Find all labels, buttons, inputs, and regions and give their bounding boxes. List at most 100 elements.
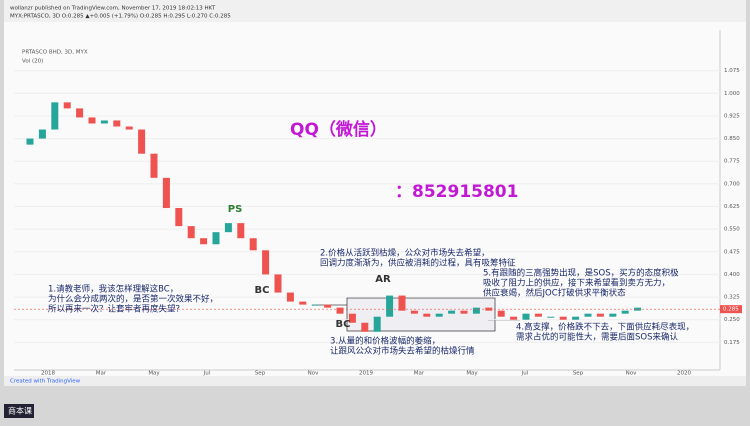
candle-body bbox=[299, 301, 307, 305]
footer-bar bbox=[4, 376, 746, 386]
annotation: 5.有跟随的三高强势出现，是SOS，买方的态度积极 bbox=[483, 268, 679, 279]
candle-body bbox=[448, 310, 456, 314]
candle-body bbox=[125, 126, 133, 130]
candle-body bbox=[38, 129, 46, 139]
x-tick-label: Mar bbox=[96, 371, 107, 377]
candle-body bbox=[113, 120, 121, 127]
candle-body bbox=[162, 177, 170, 209]
candle-body bbox=[311, 304, 319, 306]
x-tick-label: Jul bbox=[521, 371, 529, 377]
y-tick-label: 0.250 bbox=[724, 317, 740, 323]
candle-body bbox=[200, 238, 208, 245]
candle-body bbox=[88, 117, 96, 124]
candle-body bbox=[510, 316, 518, 320]
y-tick-label: 1.000 bbox=[724, 91, 740, 97]
annotation: 吸收了阻力上的供应，接下来希望看到卖方无力， bbox=[483, 278, 670, 289]
x-tick-label: Nov bbox=[626, 371, 637, 377]
corner-text: 商本课 bbox=[8, 406, 32, 416]
wyckoff-label: PS bbox=[228, 204, 243, 215]
author-line: wollanzr published on TradingView.com, N… bbox=[10, 6, 216, 12]
wyckoff-label: AR bbox=[375, 274, 391, 285]
y-tick-label: 0.775 bbox=[724, 159, 740, 165]
candle-body bbox=[63, 102, 71, 109]
x-tick-label: May bbox=[148, 371, 160, 377]
last-price-tag bbox=[720, 305, 742, 314]
candle-body bbox=[224, 223, 232, 233]
x-tick-label: Nov bbox=[308, 371, 319, 377]
x-tick-label: Mar bbox=[414, 371, 425, 377]
candle-body bbox=[76, 108, 84, 118]
y-tick-label: 0.850 bbox=[724, 136, 740, 142]
volume-label: Vol (20) bbox=[22, 59, 43, 65]
candle-body bbox=[559, 316, 567, 320]
candle-body bbox=[423, 313, 431, 317]
y-tick-label: 0.175 bbox=[724, 340, 740, 346]
candle-body bbox=[237, 223, 245, 239]
candle-body bbox=[435, 313, 443, 317]
candle-body bbox=[274, 274, 282, 293]
candle-body bbox=[485, 307, 493, 311]
candle-body bbox=[547, 316, 555, 318]
contact-text: ：852915801 bbox=[395, 182, 518, 202]
y-tick-label: 0.625 bbox=[724, 204, 740, 210]
candle-body bbox=[26, 138, 34, 145]
header-bar bbox=[4, 0, 746, 22]
candle-body bbox=[187, 226, 195, 239]
y-tick-label: 0.550 bbox=[724, 227, 740, 233]
candle-body bbox=[361, 322, 369, 332]
candle-body bbox=[596, 313, 604, 317]
candle-body bbox=[634, 307, 642, 311]
chart-title: PRTASCO BHD, 3D, MYX bbox=[22, 50, 88, 56]
last-price-label: 0.285 bbox=[723, 307, 739, 313]
candle-body bbox=[386, 295, 394, 317]
annotation: 1.请教老师，我该怎样理解这BC， bbox=[48, 284, 178, 295]
candle-body bbox=[262, 250, 270, 275]
x-tick-label: Sep bbox=[573, 371, 584, 377]
candle-body bbox=[51, 102, 59, 130]
x-tick-label: 2019 bbox=[359, 371, 373, 377]
x-tick-label: Jul bbox=[203, 371, 211, 377]
corner-badge bbox=[4, 404, 34, 418]
candle-body bbox=[621, 310, 629, 314]
y-tick-label: 0.325 bbox=[724, 295, 740, 301]
annotation: 所以再来一次？让套牢者再度失望？ bbox=[48, 304, 184, 315]
range-box bbox=[346, 297, 496, 332]
symbol-line: MYX:PRTASCO, 3D O:0.285 ▲+0.005 (+1.79%)… bbox=[10, 14, 231, 20]
y-tick-label: 0.700 bbox=[724, 181, 740, 187]
candle-body bbox=[609, 313, 617, 317]
candle-body bbox=[138, 129, 146, 154]
candle-body bbox=[572, 316, 580, 320]
candle-body bbox=[348, 313, 356, 323]
candle-body bbox=[398, 295, 406, 311]
candle-body bbox=[336, 307, 344, 314]
annotation: 供应衰竭，然后JOC打破供求平衡状态 bbox=[483, 288, 626, 299]
y-tick-label: 0.475 bbox=[724, 249, 740, 255]
x-tick-label: 2020 bbox=[677, 371, 691, 377]
annotation: 4.高支撑，价格跌不下去，下面供应耗尽表现， bbox=[516, 322, 694, 333]
candle-body bbox=[534, 313, 542, 317]
candle-body bbox=[472, 307, 480, 314]
annotation: 2.价格从活跃到枯燥，公众对市场失去希望， bbox=[320, 248, 490, 259]
wyckoff-label: BC bbox=[255, 285, 270, 296]
annotation: 为什么会分成两次的，是否第一次效果不好， bbox=[48, 294, 218, 305]
credit: Created with TradingView bbox=[10, 379, 81, 385]
candle-body bbox=[522, 313, 530, 320]
x-tick-label: May bbox=[466, 371, 478, 377]
candle-body bbox=[584, 313, 592, 317]
candle-body bbox=[410, 310, 418, 314]
x-tick-label: Sep bbox=[255, 371, 266, 377]
y-tick-label: 0.925 bbox=[724, 113, 740, 119]
annotation: 需求占优的可能性大，需要后面SOS来确认 bbox=[516, 332, 678, 343]
candle-body bbox=[324, 304, 332, 308]
candle-body bbox=[249, 238, 257, 251]
wyckoff-label: BC bbox=[336, 319, 351, 330]
y-tick-label: 0.400 bbox=[724, 272, 740, 278]
annotation: 让跟风公众对市场失去希望的枯燥行情 bbox=[330, 346, 475, 357]
candle-body bbox=[100, 120, 108, 124]
candle-body bbox=[150, 153, 158, 178]
candle-body bbox=[212, 232, 220, 245]
annotation: 3.从量的和价格波幅的萎缩， bbox=[330, 336, 440, 347]
annotation: 回调力度渐渐为，供应被消耗的过程，具有吸筹特征 bbox=[320, 258, 516, 269]
candle-body bbox=[286, 292, 294, 302]
